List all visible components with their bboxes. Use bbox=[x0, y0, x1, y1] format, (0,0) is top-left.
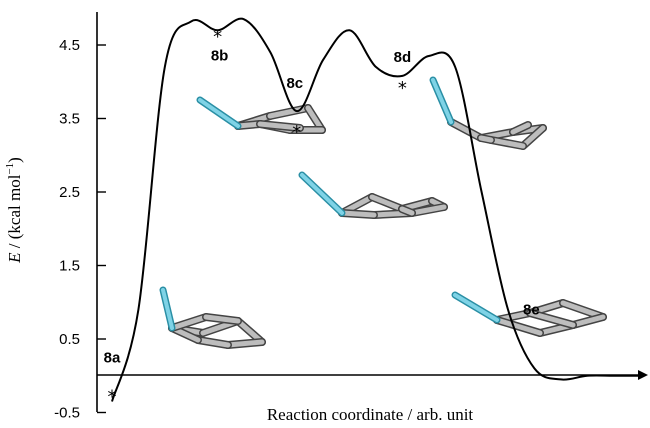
molecule-8c bbox=[298, 171, 448, 219]
y-tick-label: 0.5 bbox=[59, 331, 80, 348]
y-tick-label: -0.5 bbox=[54, 405, 80, 422]
y-tick-label: 2.5 bbox=[59, 184, 80, 201]
y-tick-label: 4.5 bbox=[59, 37, 80, 54]
point-marker-8b: * bbox=[213, 26, 222, 47]
molecule-8e bbox=[451, 291, 607, 337]
point-marker-8a: * bbox=[108, 386, 117, 407]
point-label-8a: 8a bbox=[104, 349, 121, 366]
y-ticks: 4.5 3.5 2.5 1.5 0.5 -0.5 bbox=[54, 37, 106, 422]
y-tick-label: 1.5 bbox=[59, 258, 80, 275]
point-label-8c: 8c bbox=[286, 75, 303, 92]
molecule-8a bbox=[159, 286, 266, 349]
molecular-structures bbox=[159, 76, 607, 349]
point-marker-8d: * bbox=[398, 78, 407, 99]
energy-curve bbox=[111, 17, 640, 402]
y-tick-label: 3.5 bbox=[59, 111, 80, 128]
molecule-8d bbox=[429, 76, 547, 150]
x-axis-title: Reaction coordinate / arb. unit bbox=[267, 405, 474, 424]
y-axis-title: E / (kcal mol−1) bbox=[4, 157, 24, 264]
point-label-8e: 8e bbox=[523, 301, 540, 318]
point-marker-8c: * bbox=[292, 122, 301, 143]
point-label-8d: 8d bbox=[394, 49, 412, 66]
axes bbox=[96, 12, 648, 412]
x-axis-arrowhead bbox=[638, 370, 648, 380]
point-label-8b: 8b bbox=[211, 47, 229, 64]
